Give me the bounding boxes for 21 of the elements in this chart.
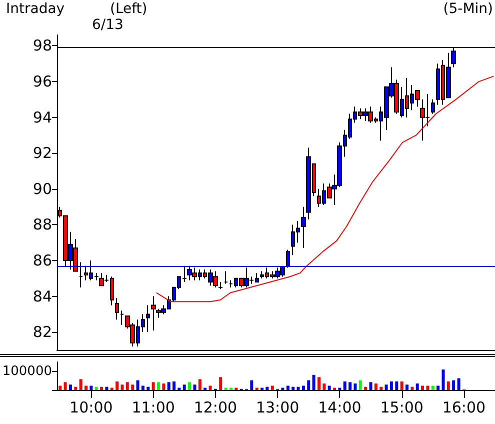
y-tick-label: 100000 — [2, 364, 52, 379]
x-tick-label: 14:00 — [318, 398, 362, 416]
x-tick-label: 13:00 — [256, 398, 300, 416]
chart-title: Intraday — [6, 1, 65, 17]
chart-subtitle: 6/13 — [92, 17, 124, 33]
text: (5-Min) — [443, 1, 494, 17]
y-tick-label: 98 — [32, 36, 52, 55]
y-tick-label: 84 — [32, 287, 52, 306]
y-tick-label: 96 — [32, 72, 52, 91]
text: (Left) — [110, 1, 148, 17]
x-tick-label: 12:00 — [194, 398, 238, 416]
y-tick-label: 92 — [32, 144, 52, 162]
x-tick-label: 10:00 — [70, 398, 113, 416]
x-tick-label: 16:00 — [442, 398, 486, 416]
y-tick-label: 94 — [32, 108, 52, 126]
y-tick-label: 82 — [32, 323, 52, 342]
y-tick-label: 86 — [32, 252, 52, 270]
x-tick-label: 15:00 — [380, 398, 424, 416]
y-tick-label: 88 — [32, 216, 52, 234]
x-tick-label: 11:00 — [132, 398, 175, 416]
y-tick-label: 90 — [32, 180, 52, 198]
